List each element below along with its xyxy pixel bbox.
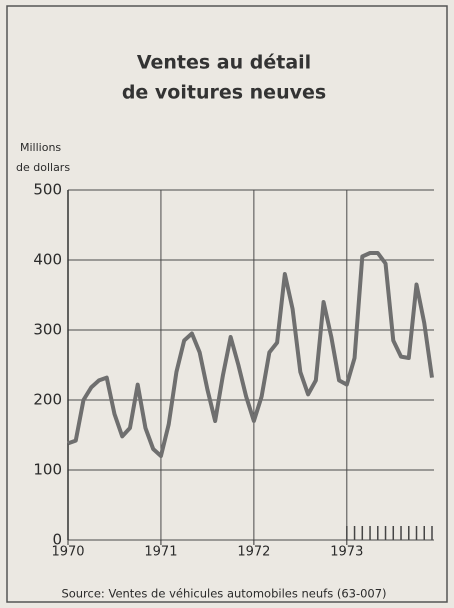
x-tick-label: 1972 — [237, 545, 270, 560]
data-line — [67, 251, 434, 458]
y-tick-label: 100 — [33, 461, 62, 479]
y-tick-label: 200 — [33, 391, 62, 409]
x-tick-label: 1973 — [330, 545, 363, 560]
chart-title: de voitures neuves — [122, 82, 326, 104]
y-tick-label: 0 — [52, 531, 62, 549]
y-tick-label: 500 — [33, 181, 62, 199]
y-tick-label: 300 — [33, 321, 62, 339]
chart-title: Ventes au détail — [137, 52, 311, 74]
x-tick-label: 1970 — [51, 545, 84, 560]
y-axis-label: de dollars — [16, 161, 70, 174]
y-axis-label: Millions — [20, 141, 61, 154]
source: Source: Ventes de véhicules automobiles … — [61, 587, 386, 601]
frame — [6, 5, 448, 603]
y-tick-label: 400 — [33, 251, 62, 269]
x-tick-label: 1971 — [144, 545, 177, 560]
